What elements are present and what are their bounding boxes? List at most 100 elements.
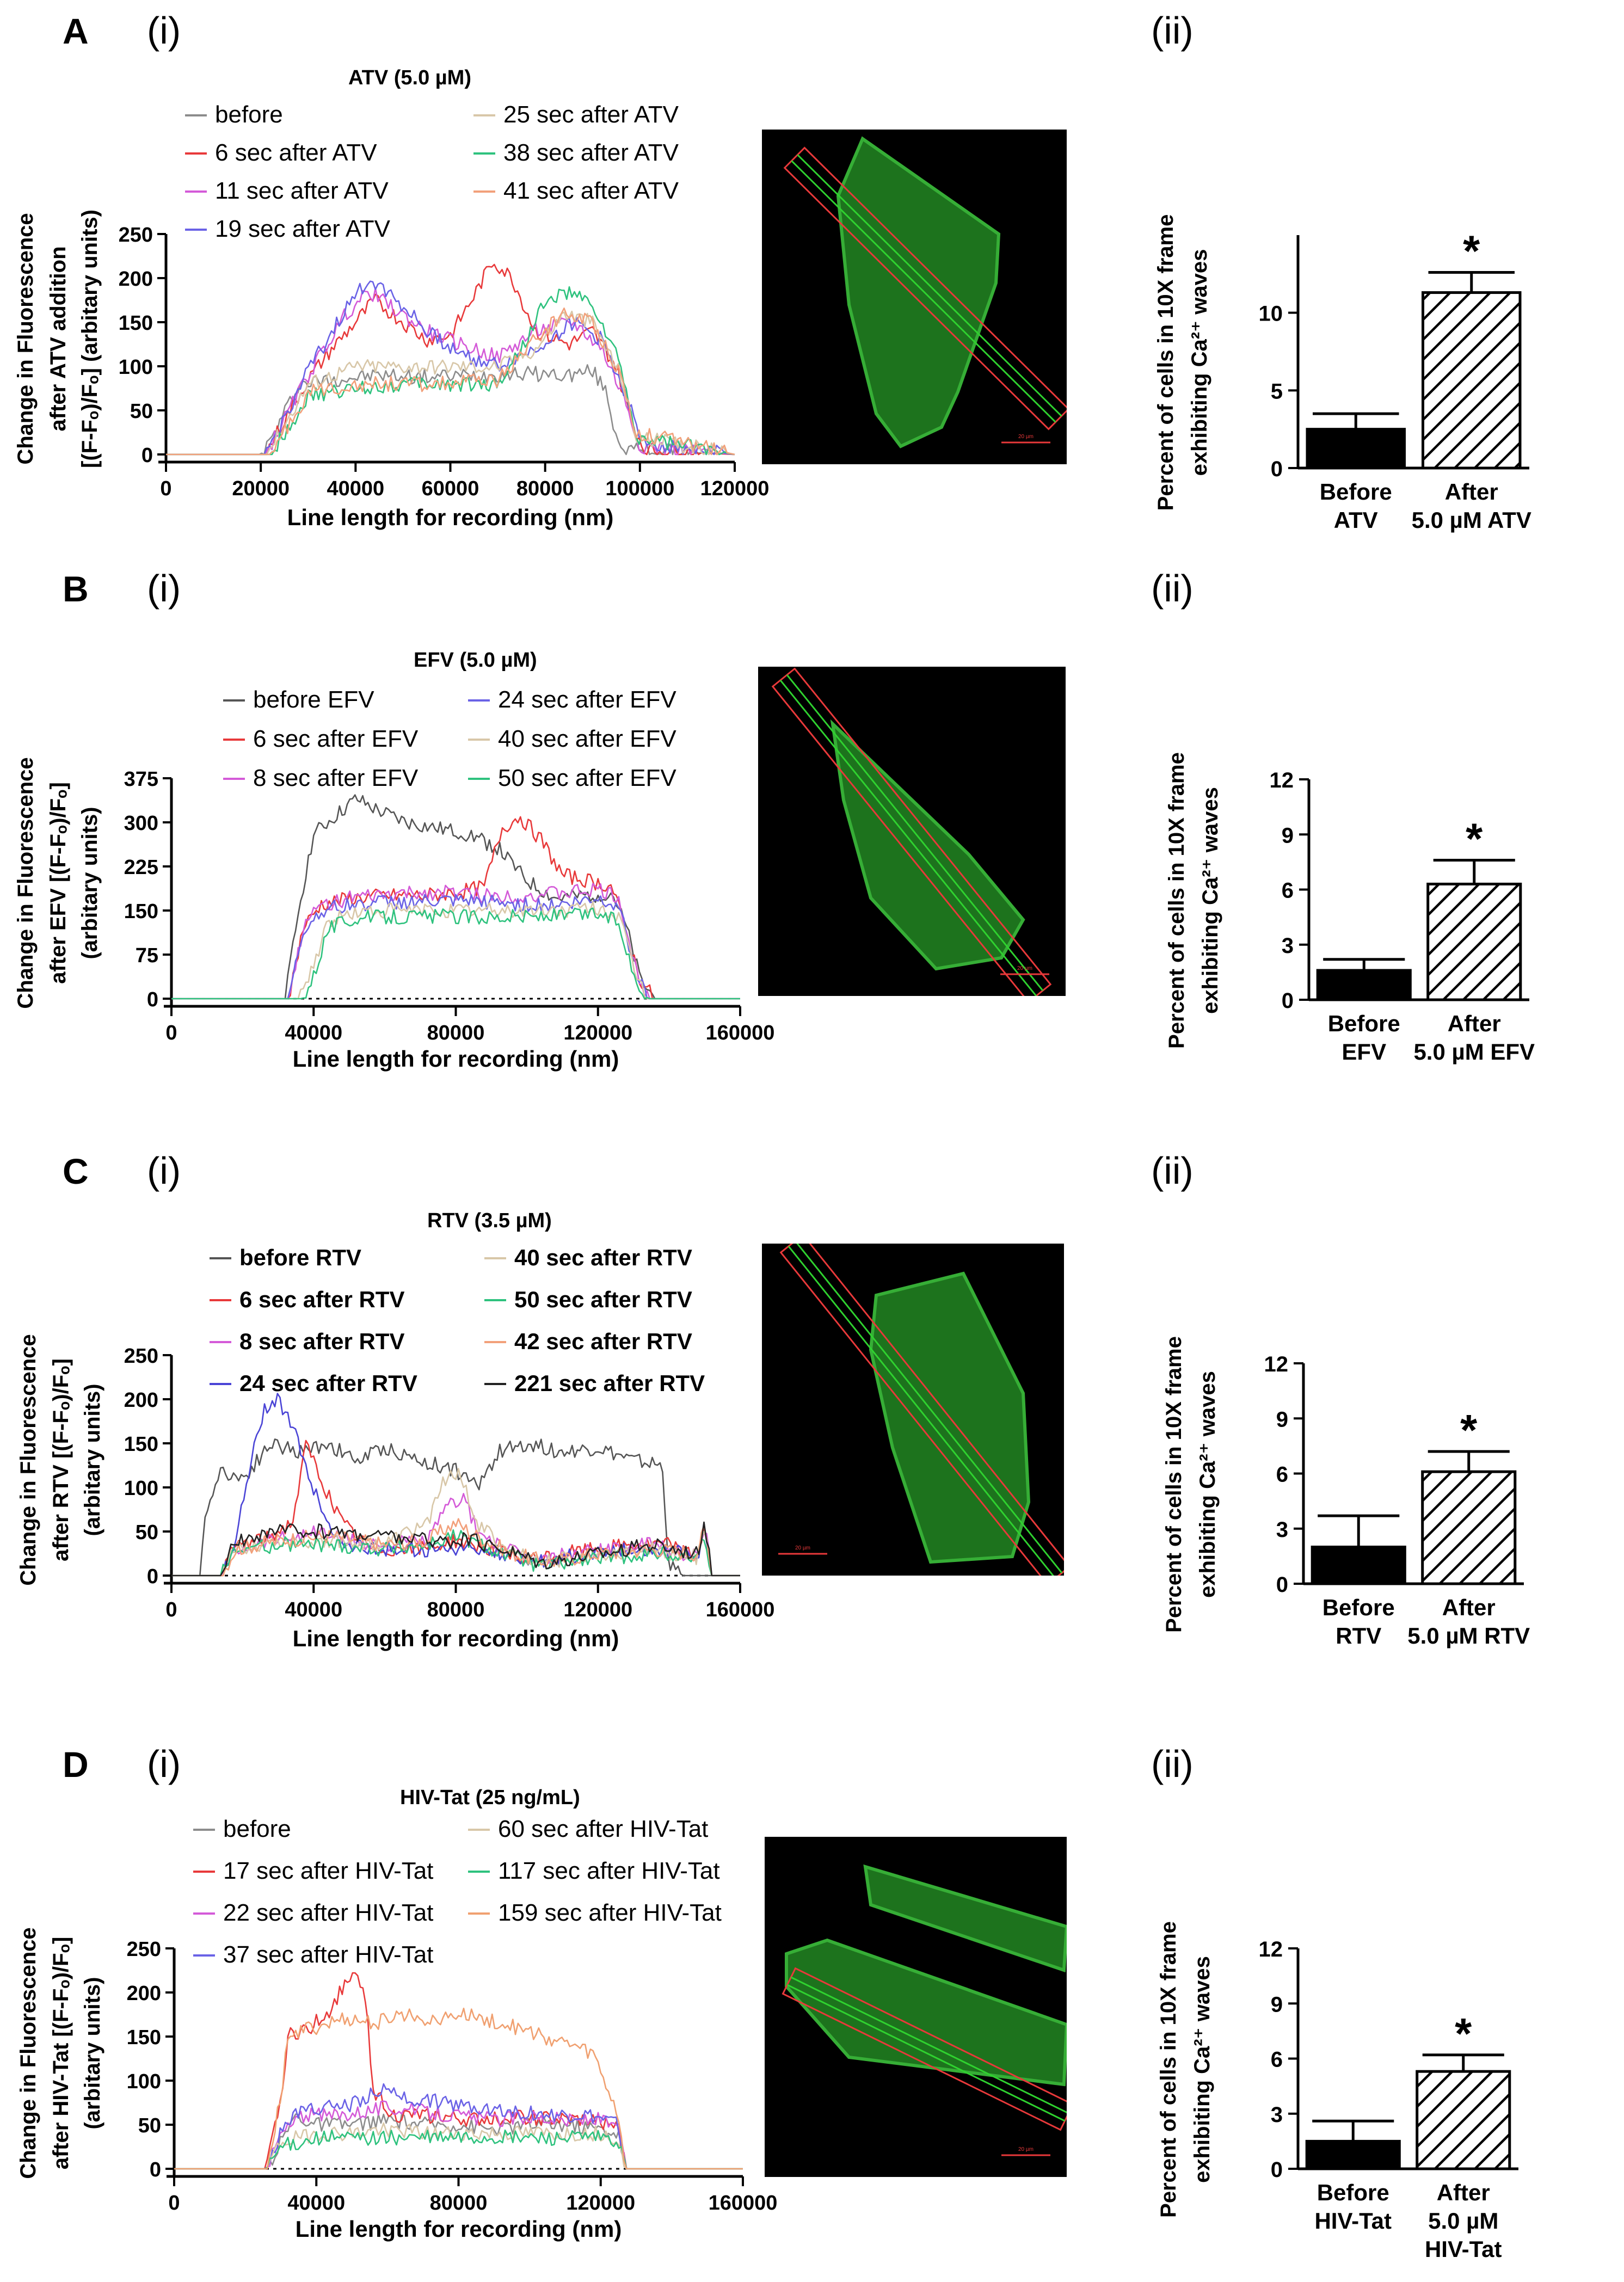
category-label: After <box>1437 2180 1490 2205</box>
line-chart: RTV (3.5 µM) 0 50 100 150 200 250 0 40000 80000 12… <box>16 1209 774 1651</box>
legend-entry: 40 sec after EFV <box>498 725 676 752</box>
x-tick-label: 120000 <box>563 1022 632 1044</box>
panel-letter: B <box>63 569 89 609</box>
legend-entry: before <box>215 101 283 128</box>
chart-title: RTV (3.5 µM) <box>427 1209 552 1232</box>
y-tick-label: 100 <box>119 356 153 379</box>
bar-before <box>1311 1546 1406 1585</box>
x-tick-label: 160000 <box>709 2192 778 2215</box>
roi-scan-line <box>788 1245 1054 1576</box>
category-label: ATV <box>1334 507 1378 533</box>
x-tick-label: 160000 <box>706 1598 775 1621</box>
legend-entry: 221 sec after RTV <box>514 1370 705 1396</box>
y-tick-label: 3 <box>1276 1518 1288 1542</box>
x-tick-label: 0 <box>160 477 171 500</box>
y-tick-label: 375 <box>124 768 158 791</box>
panel-letter: A <box>63 11 89 51</box>
x-tick-label: 80000 <box>427 1598 485 1621</box>
series-line <box>171 1529 740 1577</box>
y-tick-label: 0 <box>1271 457 1283 481</box>
y-axis-label: after RTV [(F-Fₒ)/Fₒ] <box>49 1358 73 1561</box>
series-line <box>174 1972 743 2170</box>
y-tick-label: 5 <box>1271 379 1283 403</box>
y-tick-label: 12 <box>1259 1937 1283 1961</box>
legend-entry: 42 sec after RTV <box>514 1328 692 1354</box>
bar-after <box>1426 882 1522 1001</box>
series-line <box>174 2083 743 2170</box>
micrograph-content: 20 µm <box>783 136 1067 448</box>
y-axis-label: (arbitary units) <box>81 1977 104 2129</box>
y-axis-label: (arbitary units) <box>81 1383 104 1536</box>
legend-entry: 17 sec after HIV-Tat <box>223 1857 433 1884</box>
bar-chart: 0 3 6 9 12 Before EFV After 5.0 µM EFV * Percent o… <box>1165 752 1535 1065</box>
series-line <box>171 1521 740 1577</box>
x-tick-label: 40000 <box>327 477 384 500</box>
legend-entry: 117 sec after HIV-Tat <box>498 1857 720 1884</box>
x-axis-label: Line length for recording (nm) <box>293 1046 619 1072</box>
legend-entry: 6 sec after RTV <box>239 1287 404 1312</box>
y-tick-label: 3 <box>1271 2103 1283 2127</box>
y-tick-label: 12 <box>1264 1352 1289 1376</box>
micrograph: 20 µm <box>765 1837 1067 2177</box>
roi-line-box <box>783 146 1067 430</box>
y-axis-label: Percent of cells in 10X frame <box>1154 214 1178 511</box>
legend-entry: 6 sec after ATV <box>215 139 377 166</box>
y-tick-label: 6 <box>1276 1463 1288 1487</box>
category-label: RTV <box>1336 1623 1381 1649</box>
significance-marker: * <box>1455 2009 1472 2058</box>
y-axis-label: after HIV-Tat [(F-Fₒ)/Fₒ] <box>49 1937 73 2170</box>
roi-scan-line <box>791 160 1056 423</box>
line-chart: EFV (5.0 µM) 0 75 150 225 300 375 0 40000 80000 12… <box>14 649 774 1072</box>
series-line <box>171 894 740 1000</box>
chart-title: HIV-Tat (25 ng/mL) <box>400 1786 580 1809</box>
bar-before <box>1305 2139 1401 2170</box>
x-tick-label: 60000 <box>422 477 479 500</box>
line-chart: HIV-Tat (25 ng/mL) 0 50 100 150 200 250 0 40000 8… <box>16 1786 777 2242</box>
micrograph: 20 µm <box>762 130 1067 464</box>
y-axis-label: Change in Fluorescence <box>16 1927 40 2179</box>
x-axis-label: Line length for recording (nm) <box>293 1626 619 1651</box>
x-tick-label: 80000 <box>427 1022 485 1044</box>
y-axis-label: after EFV [(F-Fₒ)/Fₒ] <box>46 782 70 984</box>
scale-bar-label: 20 µm <box>795 1545 810 1551</box>
x-tick-label: 40000 <box>285 1022 342 1044</box>
roi-scan-line <box>779 679 1037 996</box>
micrograph: 20 µm <box>758 667 1066 996</box>
series-line <box>171 1518 740 1577</box>
category-label: 5.0 µM RTV <box>1407 1623 1530 1649</box>
category-label: After <box>1448 1011 1501 1036</box>
significance-marker: * <box>1460 1406 1478 1454</box>
legend-entry: 50 sec after EFV <box>498 765 676 791</box>
y-axis-label: (arbitary units) <box>78 807 102 959</box>
y-tick-label: 50 <box>138 2114 161 2137</box>
y-tick-label: 225 <box>124 856 158 879</box>
y-tick-label: 0 <box>142 444 153 467</box>
y-tick-label: 10 <box>1259 302 1283 326</box>
panel-letter: D <box>63 1744 89 1785</box>
y-tick-label: 12 <box>1270 768 1294 792</box>
y-tick-label: 9 <box>1271 1992 1283 2016</box>
series-line <box>171 1468 740 1577</box>
legend-entry: before EFV <box>253 686 374 713</box>
y-tick-label: 200 <box>124 1389 158 1412</box>
series-line <box>166 307 735 456</box>
bar-before <box>1306 428 1406 470</box>
y-tick-label: 150 <box>127 2026 161 2049</box>
series-line <box>171 1438 740 1577</box>
series-line <box>174 2007 743 2170</box>
y-tick-label: 100 <box>124 1477 158 1500</box>
subpanel-ii-label: (ii) <box>1151 567 1194 610</box>
panel-d: D (i) (ii) HIV-Tat (25 ng/mL) 0 50 100 150 200 25… <box>16 1743 1518 2262</box>
y-tick-label: 3 <box>1282 934 1294 958</box>
x-tick-label: 0 <box>165 1022 177 1044</box>
y-tick-label: 150 <box>119 312 153 335</box>
x-axis-label: Line length for recording (nm) <box>296 2216 622 2242</box>
subpanel-i-label: (i) <box>147 1149 181 1192</box>
y-tick-label: 0 <box>150 2158 161 2181</box>
legend-entry: 159 sec after HIV-Tat <box>498 1899 722 1926</box>
significance-marker: * <box>1463 226 1480 275</box>
y-tick-label: 9 <box>1282 823 1294 847</box>
y-tick-label: 250 <box>119 224 153 247</box>
